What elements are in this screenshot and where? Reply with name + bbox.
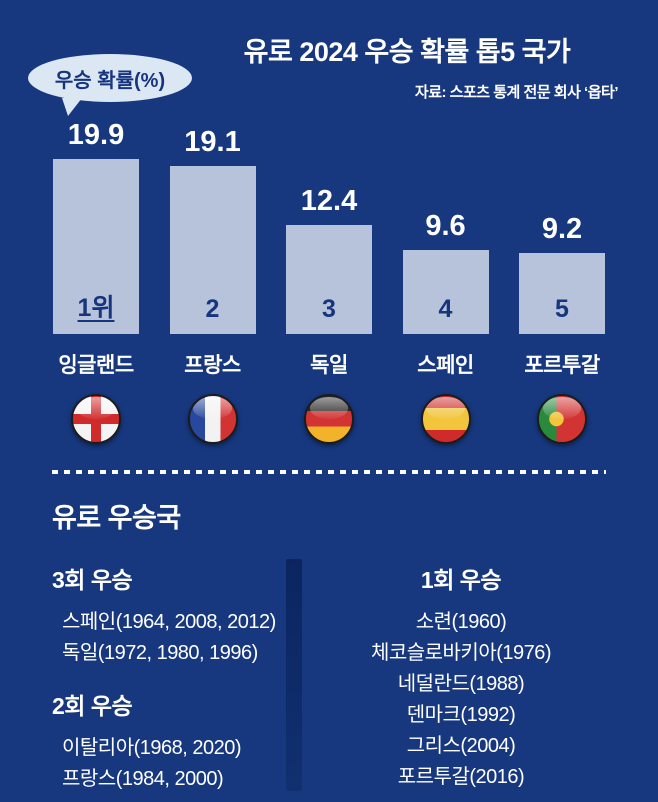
bar: 4 <box>402 250 489 334</box>
callout-bubble-label: 우승 확률(%) <box>54 69 166 92</box>
winner-entry: 독일(1972, 1980, 1996) <box>62 642 258 664</box>
bar: 1위 <box>53 159 139 334</box>
flag-gloss-highlight <box>309 397 349 419</box>
flag-gloss-highlight <box>542 397 582 419</box>
france-flag-icon <box>187 394 238 444</box>
rank-label: 2 <box>205 295 220 323</box>
bar-value-label: 12.4 <box>300 185 358 217</box>
winner-entry: 덴마크(1992) <box>406 704 516 726</box>
spain-flag-icon <box>420 394 471 444</box>
flag-gloss-highlight <box>193 397 232 419</box>
bar: 2 <box>169 166 256 334</box>
bar: 3 <box>286 225 372 334</box>
winner-entry: 포르투갈(2016) <box>397 766 525 788</box>
rank-label: 3 <box>322 295 336 323</box>
winner-entry: 그리스(2004) <box>406 735 516 757</box>
bar-column: 12.4 3 독일 <box>273 185 385 444</box>
bar-value-label: 19.9 <box>67 119 125 151</box>
dotted-divider <box>52 470 606 474</box>
germany-flag-icon <box>304 394 354 444</box>
country-label: 포르투갈 <box>524 354 600 377</box>
winner-group-heading: 1회 우승 <box>420 567 502 593</box>
bar: 5 <box>519 253 605 334</box>
callout-bubble: 우승 확률(%) <box>28 54 192 102</box>
rank-label: 4 <box>438 295 453 323</box>
bar-column: 19.1 2 프랑스 <box>157 126 269 444</box>
bar-column: 9.2 5 포르투갈 <box>506 213 618 444</box>
winner-entry: 이탈리아(1968, 2020) <box>62 737 242 759</box>
england-flag-icon <box>71 394 121 444</box>
bar-value-label: 9.2 <box>541 213 583 245</box>
winners-title: 유로 우승국 <box>52 503 181 533</box>
bar-value-label: 9.6 <box>425 210 466 242</box>
vertical-divider-bar <box>286 559 302 791</box>
winner-entry: 프랑스(1984, 2000) <box>62 768 224 790</box>
source-credit: 자료: 스포츠 통계 전문 회사 ‘옵타’ <box>414 84 619 101</box>
bar-column: 9.6 4 스페인 <box>390 210 502 444</box>
page-title: 유로 2024 우승 확률 톱5 국가 <box>243 37 571 67</box>
winner-group-heading: 3회 우승 <box>52 567 133 593</box>
bar-value-label: 19.1 <box>184 126 241 158</box>
rank-label: 5 <box>555 295 569 323</box>
callout-bubble-tail <box>62 98 82 116</box>
country-label: 스페인 <box>417 354 474 377</box>
winner-entry: 소련(1960) <box>415 611 507 633</box>
rank-label: 1위 <box>77 294 115 322</box>
flag-gloss-highlight <box>426 397 465 419</box>
country-label: 프랑스 <box>184 354 241 377</box>
flag-gloss-highlight <box>76 397 116 419</box>
country-label: 잉글랜드 <box>58 354 134 377</box>
winner-entry: 네덜란드(1988) <box>397 673 525 695</box>
winner-entry: 체코슬로바키아(1976) <box>370 642 552 664</box>
country-label: 독일 <box>310 354 348 377</box>
winner-group-heading: 2회 우승 <box>52 693 133 719</box>
winner-entry: 스페인(1964, 2008, 2012) <box>62 611 276 633</box>
portugal-flag-icon <box>537 394 587 444</box>
